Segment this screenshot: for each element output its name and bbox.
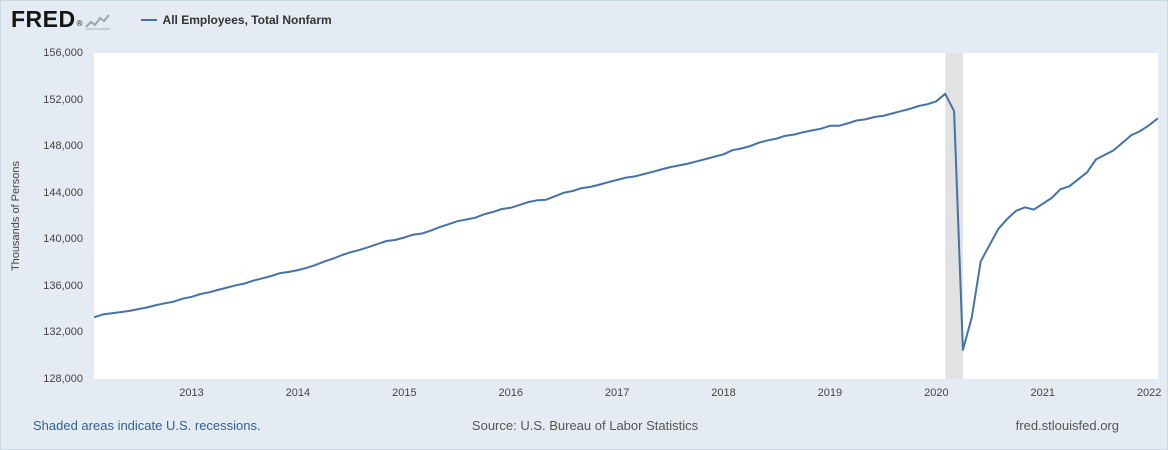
source-text: Source: U.S. Bureau of Labor Statistics — [471, 418, 699, 433]
recession-band — [945, 53, 963, 379]
chart-header: FRED ® All Employees, Total Nonfarm — [11, 8, 332, 31]
x-tick-label: 2017 — [604, 387, 630, 399]
y-tick-label: 156,000 — [43, 47, 83, 59]
fred-logo[interactable]: FRED ® — [11, 8, 111, 31]
x-tick-label: 2020 — [924, 387, 949, 399]
legend-series-label: All Employees, Total Nonfarm — [162, 12, 332, 27]
y-tick-label: 140,000 — [43, 233, 83, 246]
data-line-series — [94, 92, 1158, 351]
legend-line-swatch — [140, 18, 157, 21]
line-chart-svg — [94, 53, 1158, 379]
y-tick-label: 136,000 — [43, 279, 83, 292]
x-tick-label: 2022 — [1136, 387, 1162, 399]
y-tick-label: 144,000 — [43, 186, 83, 199]
x-tick-label: 2021 — [1030, 387, 1055, 399]
y-tick-label: 152,000 — [43, 93, 83, 106]
x-tick-label: 2019 — [817, 387, 843, 399]
x-tick-label: 2015 — [392, 387, 417, 399]
recession-note-link[interactable]: Shaded areas indicate U.S. recessions. — [33, 418, 261, 433]
y-tick-label: 132,000 — [43, 326, 83, 339]
x-tick-label: 2013 — [179, 387, 204, 399]
x-tick-label: 2014 — [285, 387, 311, 399]
registered-trademark-mark: ® — [76, 19, 83, 29]
y-tick-label: 128,000 — [43, 373, 83, 385]
y-tick-label: 148,000 — [43, 140, 83, 153]
chart-legend: All Employees, Total Nonfarm — [140, 12, 332, 27]
fred-site-link[interactable]: fred.stlouisfed.org — [1015, 418, 1119, 433]
plot-area[interactable] — [94, 53, 1158, 379]
y-axis-labels: 128,000 132,000 136,000 140,000 144,000 148,0… — [1, 1, 87, 449]
fred-logo-text: FRED — [11, 6, 76, 32]
x-tick-label: 2016 — [498, 387, 523, 399]
x-tick-label: 2018 — [711, 387, 736, 399]
fred-logo-sparkline-icon — [84, 14, 110, 30]
chart-footer: Shaded areas indicate U.S. recessions. S… — [1, 416, 1167, 440]
